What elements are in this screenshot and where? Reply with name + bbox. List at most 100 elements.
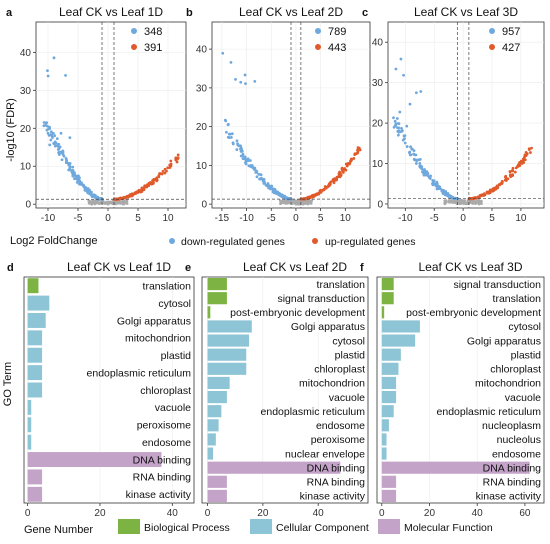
legend-label-mf: Molecular Function xyxy=(404,522,493,534)
down-point xyxy=(415,158,419,162)
bar-endosome xyxy=(381,447,387,460)
category-label: nucleoplasm xyxy=(482,420,541,432)
up-point xyxy=(504,179,508,182)
ns-point xyxy=(471,200,474,204)
count-down-dot xyxy=(489,28,495,34)
x-tick-label: -5 xyxy=(430,213,439,224)
ns-point xyxy=(125,199,129,203)
down-point xyxy=(68,136,72,140)
bar-plastid xyxy=(27,347,43,363)
down-point xyxy=(421,170,424,174)
up-point xyxy=(511,166,515,170)
category-label: endoplasmic reticulum xyxy=(437,406,542,418)
up-point xyxy=(524,154,528,157)
down-point xyxy=(274,190,278,193)
category-label: vacuole xyxy=(155,402,191,414)
category-label: translation xyxy=(493,293,542,305)
bar-chloroplast xyxy=(27,382,43,398)
down-point xyxy=(244,82,247,86)
category-label: mitochondrion xyxy=(475,378,541,390)
down-point xyxy=(414,91,418,95)
down-point xyxy=(235,139,239,143)
down-point xyxy=(76,178,80,182)
x-tick-label: 0 xyxy=(205,508,211,519)
up-point xyxy=(478,194,482,197)
down-point xyxy=(273,188,277,191)
bar-peroxisome xyxy=(27,417,32,433)
count-down-label: 789 xyxy=(328,26,346,38)
up-point xyxy=(128,193,132,197)
bar-endosome xyxy=(27,434,32,450)
down-point xyxy=(400,126,403,130)
x-tick-label: -15 xyxy=(215,213,230,224)
bar-rna-binding xyxy=(27,469,43,485)
up-point xyxy=(134,191,138,195)
go-panel-f: 0 20 40 60 signal transduction translation pos… xyxy=(360,260,545,519)
ns-point xyxy=(308,200,311,204)
down-point xyxy=(261,179,265,183)
y-tick-label: 10 xyxy=(20,162,32,173)
volcano-plots: -10 -5 0 5 10 0 10 20 30 40 348 391 a Leaf CK vs Leaf… xyxy=(6,5,545,224)
down-point xyxy=(418,165,422,169)
down-point xyxy=(435,187,439,190)
y-tick-label: 30 xyxy=(20,86,32,97)
ns-point xyxy=(306,202,310,206)
panel-title: Leaf CK vs Leaf 1D xyxy=(59,5,163,19)
down-point xyxy=(418,161,422,165)
bar-endoplasmic-reticulum xyxy=(207,405,222,418)
down-point xyxy=(241,152,245,156)
ns-point xyxy=(109,200,112,204)
count-up-dot xyxy=(489,44,495,50)
down-point xyxy=(241,157,245,160)
down-point xyxy=(428,177,432,180)
ns-point xyxy=(95,201,98,205)
category-label: translation xyxy=(143,280,192,292)
down-point xyxy=(234,78,237,81)
down-point xyxy=(75,176,79,180)
bar-translation xyxy=(27,278,39,294)
up-point xyxy=(522,157,526,161)
down-point xyxy=(239,80,243,84)
down-point xyxy=(254,171,258,174)
up-point xyxy=(158,172,161,175)
up-point xyxy=(335,175,339,179)
up-point xyxy=(529,151,532,154)
down-point xyxy=(239,146,243,150)
up-point xyxy=(145,185,149,189)
bar-endoplasmic-reticulum xyxy=(27,365,43,381)
up-point xyxy=(358,148,362,152)
bar-chloroplast xyxy=(381,362,399,375)
panel-letter: d xyxy=(7,262,14,274)
category-label: endosome xyxy=(316,420,365,432)
down-point xyxy=(89,192,93,196)
category-label: kinase activity xyxy=(300,491,366,503)
category-label: kinase activity xyxy=(476,491,542,503)
down-point xyxy=(275,192,279,196)
legend-up-dot xyxy=(312,238,318,244)
up-point xyxy=(346,162,350,166)
y-tick-label: 20 xyxy=(196,122,208,133)
category-label: post-embryonic development xyxy=(406,307,541,319)
down-point xyxy=(244,161,247,165)
ns-point xyxy=(479,200,483,204)
bar-plastid xyxy=(381,348,401,361)
category-label: vacuole xyxy=(505,392,541,404)
down-point xyxy=(44,123,47,127)
category-label: signal transduction xyxy=(453,279,541,291)
down-point xyxy=(397,126,401,130)
x-tick-label: 5 xyxy=(135,213,141,224)
down-point xyxy=(51,131,55,135)
down-point xyxy=(424,173,427,177)
up-point xyxy=(132,192,136,196)
legend-down-dot xyxy=(169,238,175,244)
up-point xyxy=(338,170,341,174)
ns-point xyxy=(112,202,115,206)
category-label: DNA binding xyxy=(483,462,542,474)
up-point xyxy=(315,192,319,196)
down-point xyxy=(61,153,65,156)
up-point xyxy=(527,148,531,151)
down-point xyxy=(408,151,411,155)
down-point xyxy=(423,170,427,173)
down-point xyxy=(397,122,400,125)
